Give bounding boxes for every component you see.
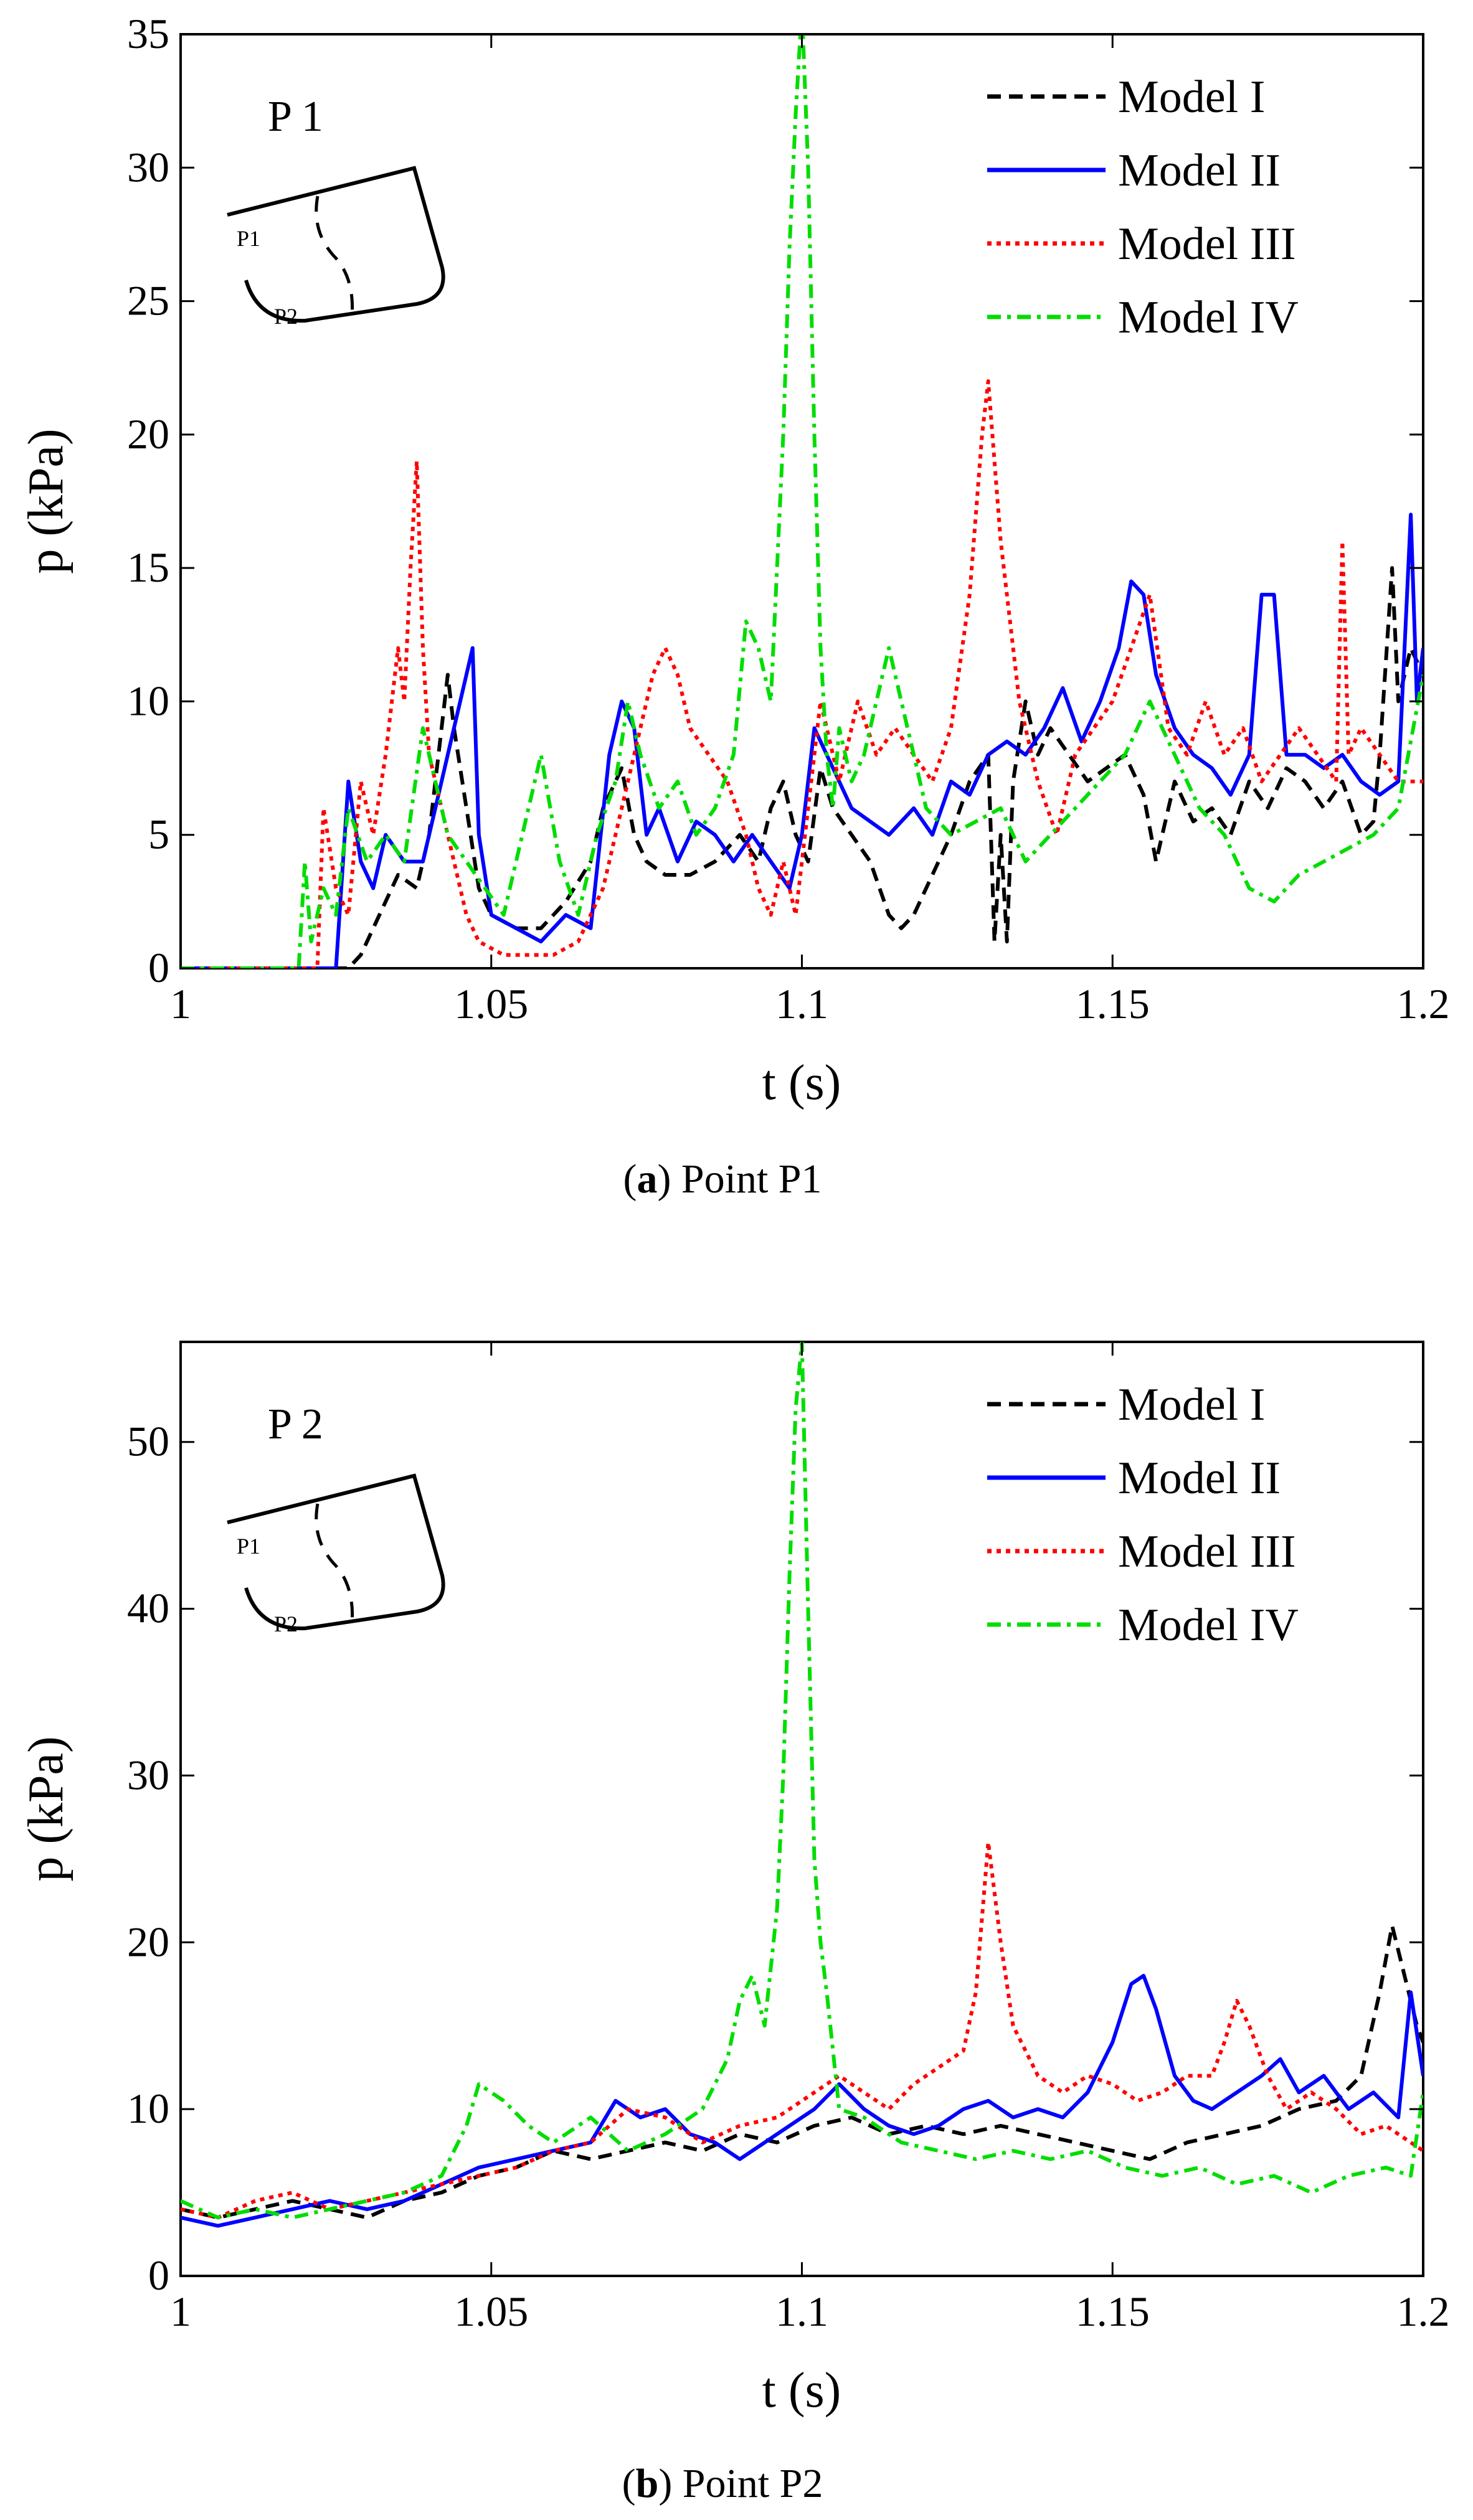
panel-a-inset-label-p2: P2	[274, 304, 298, 329]
b-legend-label-2: Model II	[1118, 1453, 1281, 1504]
panel-b-series-group	[181, 1342, 1423, 2228]
b-xtick-label-1: 1.05	[454, 2288, 528, 2335]
b-series-line-2	[181, 1973, 1423, 2228]
a-legend-label-4: Model IV	[1118, 292, 1299, 343]
a-ytick-label-6: 30	[127, 143, 169, 191]
panel-b-legend: Model I Model II Model III Model IV	[987, 1379, 1299, 1651]
b-ytick-label-3: 30	[127, 1751, 169, 1798]
a-xtick-label-3: 1.15	[1076, 980, 1150, 1027]
panel-a-inset-label-p1: P1	[237, 226, 260, 251]
panel-a-x-ticks: 1 1.05 1.1 1.15 1.2	[170, 34, 1450, 1027]
panel-b-y-axis-label: p (kPa)	[19, 1736, 73, 1881]
b-series-line-3	[181, 1840, 1423, 2220]
b-ytick-label-4: 40	[127, 1585, 169, 1632]
panel-b-inset-label-p1: P1	[237, 1534, 260, 1559]
b-series-line-1	[181, 1923, 1423, 2220]
b-xtick-label-2: 1.1	[775, 2288, 828, 2335]
a-legend-label-2: Model II	[1118, 145, 1281, 196]
panel-b-point-tag: P 2	[268, 1400, 323, 1448]
b-ytick-label-1: 10	[127, 2085, 169, 2132]
panel-a-inset-diagram: P1 P2	[227, 166, 445, 329]
b-series-line-4	[181, 1342, 1423, 2220]
b-legend-label-4: Model IV	[1118, 1600, 1299, 1651]
panel-a-chart: 0 5 10 15 20 25 30 35 1 1.05 1.1 1.15 1.2 p (kPa) t…	[19, 10, 1450, 1202]
panel-b-x-axis-label: t (s)	[762, 2363, 841, 2418]
panel-a-y-axis-label: p (kPa)	[19, 428, 73, 573]
b-xtick-label-0: 1	[170, 2288, 191, 2335]
b-ytick-label-5: 50	[127, 1418, 169, 1465]
panel-b-y-ticks: 0 10 20 30 40 50	[127, 1418, 1423, 2299]
panel-a-x-axis-label: t (s)	[762, 1055, 841, 1110]
a-series-line-4	[181, 34, 1423, 968]
panel-b-caption: (b) Point P2	[622, 2461, 823, 2506]
a-ytick-label-1: 5	[148, 811, 169, 858]
b-xtick-label-3: 1.15	[1076, 2288, 1150, 2335]
a-ytick-label-4: 20	[127, 410, 169, 458]
a-series-line-2	[181, 512, 1423, 968]
panel-a-y-ticks: 0 5 10 15 20 25 30 35	[127, 10, 1423, 991]
a-legend-label-3: Model III	[1118, 219, 1296, 270]
a-ytick-label-5: 25	[127, 277, 169, 324]
a-ytick-label-2: 10	[127, 677, 169, 724]
a-series-line-1	[181, 566, 1423, 968]
panel-a-legend: Model I Model II Model III Model IV	[987, 72, 1299, 343]
b-legend-label-3: Model III	[1118, 1526, 1296, 1577]
a-xtick-label-4: 1.2	[1397, 980, 1450, 1027]
b-legend-label-1: Model I	[1118, 1379, 1265, 1430]
panel-b-x-ticks: 1 1.05 1.1 1.15 1.2	[170, 1342, 1450, 2335]
b-ytick-label-0: 0	[148, 2252, 169, 2299]
b-ytick-label-2: 20	[127, 1918, 169, 1965]
panel-b-inset-diagram: P1 P2	[227, 1473, 445, 1636]
a-ytick-label-0: 0	[148, 944, 169, 991]
a-xtick-label-1: 1.05	[454, 980, 528, 1027]
panel-a-caption: (a) Point P1	[623, 1156, 822, 1202]
a-xtick-label-2: 1.1	[775, 980, 828, 1027]
a-series-line-3	[181, 379, 1423, 968]
panel-b-chart: 0 10 20 30 40 50 1 1.05 1.1 1.15 1.2 p (kPa) t (s…	[19, 1341, 1450, 2506]
panel-b-inset-label-p2: P2	[274, 1612, 298, 1636]
a-legend-label-1: Model I	[1118, 72, 1265, 123]
a-ytick-label-7: 35	[127, 10, 169, 57]
b-xtick-label-4: 1.2	[1397, 2288, 1450, 2335]
panel-a-point-tag: P 1	[268, 93, 323, 141]
a-xtick-label-0: 1	[170, 980, 191, 1027]
panel-a-series-group	[181, 34, 1423, 968]
a-ytick-label-3: 15	[127, 544, 169, 591]
